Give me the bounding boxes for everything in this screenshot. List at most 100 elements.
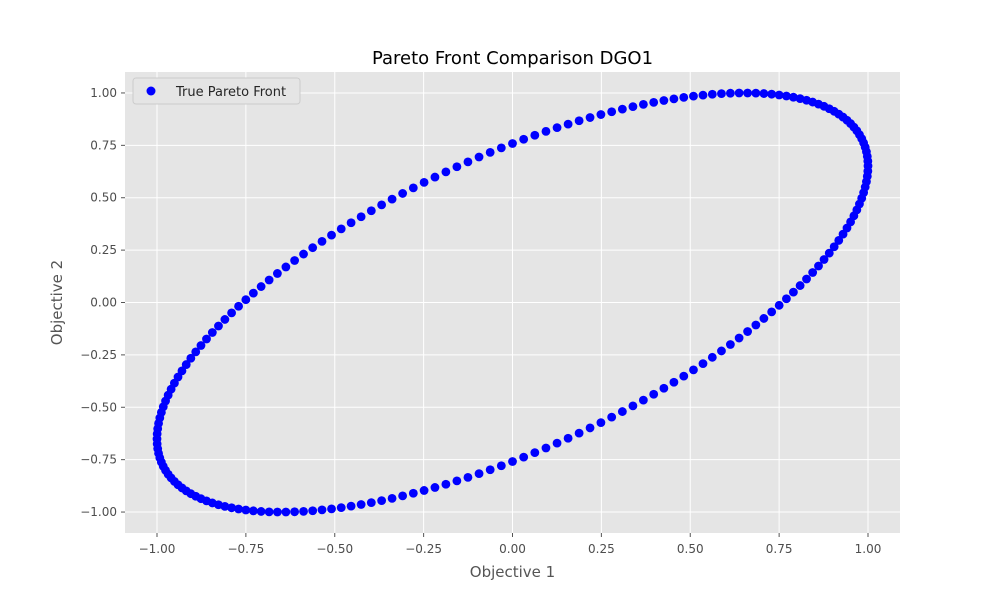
data-point xyxy=(220,315,230,324)
data-point xyxy=(366,498,376,508)
data-point xyxy=(474,152,484,162)
data-point xyxy=(725,88,735,98)
y-tick-label: 0.00 xyxy=(90,296,117,310)
data-point xyxy=(317,236,327,246)
legend-label: True Pareto Front xyxy=(175,85,286,100)
data-point xyxy=(387,493,397,503)
data-point xyxy=(725,340,735,349)
x-tick-label: −0.75 xyxy=(227,542,264,556)
data-point xyxy=(181,360,191,369)
data-point xyxy=(585,113,595,122)
data-point xyxy=(541,126,551,136)
data-point xyxy=(574,116,584,126)
x-tick-label: −1.00 xyxy=(139,542,176,556)
data-point xyxy=(281,262,291,272)
data-point xyxy=(441,167,451,177)
data-point xyxy=(751,88,761,98)
data-point xyxy=(552,123,562,133)
chart-title: Pareto Front Comparison DGO1 xyxy=(372,48,653,69)
x-tick-label: 0.50 xyxy=(677,542,704,556)
data-point xyxy=(234,301,243,311)
data-point xyxy=(346,501,356,511)
x-tick-label: 0.75 xyxy=(766,542,793,556)
data-point xyxy=(356,500,366,509)
data-point xyxy=(717,89,726,99)
x-tick-label: 0.25 xyxy=(588,542,615,556)
data-point xyxy=(327,504,336,514)
data-point xyxy=(782,91,791,101)
data-point xyxy=(441,479,451,489)
data-point xyxy=(308,243,318,253)
data-point xyxy=(177,366,187,376)
data-point xyxy=(698,90,708,100)
data-point xyxy=(452,476,462,486)
data-point xyxy=(563,433,573,443)
data-point xyxy=(743,88,752,98)
data-point xyxy=(717,346,726,356)
data-point xyxy=(628,401,638,411)
legend-box xyxy=(132,77,301,105)
data-point xyxy=(452,162,462,172)
legend-marker xyxy=(146,86,156,96)
y-tick-label: −0.75 xyxy=(80,453,117,467)
data-point xyxy=(734,333,744,343)
data-point xyxy=(802,274,811,284)
data-point xyxy=(789,287,798,297)
data-point xyxy=(834,236,844,245)
data-point xyxy=(496,461,506,471)
data-point xyxy=(419,486,429,495)
data-point xyxy=(698,359,708,369)
data-point xyxy=(819,255,829,264)
y-tick-label: −1.00 xyxy=(80,505,117,519)
data-point xyxy=(669,94,679,104)
data-point xyxy=(759,314,769,323)
x-tick-label: 0.00 xyxy=(499,542,526,556)
y-tick-label: 0.75 xyxy=(90,138,117,152)
x-tick-label: −0.50 xyxy=(316,542,353,556)
data-point xyxy=(241,505,251,515)
y-tick-label: 1.00 xyxy=(90,86,117,100)
data-point xyxy=(202,334,211,344)
data-point xyxy=(508,457,517,466)
data-point xyxy=(408,488,418,498)
data-point xyxy=(607,107,617,117)
data-point xyxy=(336,224,346,234)
data-point xyxy=(234,504,243,514)
data-point xyxy=(377,200,387,210)
data-point xyxy=(824,248,834,258)
data-point xyxy=(767,89,777,99)
data-point xyxy=(281,507,291,517)
data-point xyxy=(248,288,258,298)
data-point xyxy=(774,300,784,310)
data-point xyxy=(227,503,237,513)
data-point xyxy=(596,110,606,119)
data-point xyxy=(617,104,627,114)
data-point xyxy=(485,147,495,157)
data-point xyxy=(256,507,266,516)
data-point xyxy=(617,407,627,416)
data-point xyxy=(628,102,638,112)
data-point xyxy=(751,320,761,330)
data-point xyxy=(541,443,551,453)
data-point xyxy=(689,91,698,101)
data-point xyxy=(241,295,251,305)
data-point xyxy=(782,294,791,304)
data-point xyxy=(508,139,517,148)
y-tick-label: 0.50 xyxy=(90,191,117,205)
data-point xyxy=(563,119,573,129)
data-point xyxy=(336,503,346,512)
data-point xyxy=(308,506,318,516)
y-tick-label: −0.25 xyxy=(80,348,117,362)
data-point xyxy=(574,428,584,438)
data-point xyxy=(519,452,529,462)
data-point xyxy=(264,275,274,285)
data-point xyxy=(196,341,206,350)
data-point xyxy=(290,256,300,265)
data-point xyxy=(679,371,689,381)
data-point xyxy=(519,134,529,144)
legend: True Pareto Front xyxy=(132,77,301,105)
data-point xyxy=(808,268,818,277)
data-point xyxy=(689,365,698,375)
data-point xyxy=(743,327,752,336)
